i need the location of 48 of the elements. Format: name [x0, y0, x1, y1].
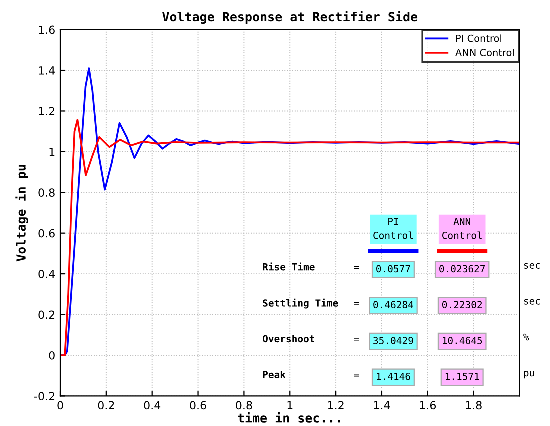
text: sec — [524, 299, 540, 305]
annotation: Peak — [263, 370, 286, 378]
annotation: 1.1571 — [446, 373, 480, 380]
text: sec — [524, 263, 540, 269]
y-tick-label: -0.2 — [34, 392, 55, 401]
x-tick-label: 1.2 — [328, 401, 344, 410]
x-tick-label: 0.4 — [144, 401, 161, 410]
x-tick-label: 0.8 — [236, 401, 252, 410]
line-series — [60, 119, 520, 356]
chart-title: Voltage Response at Rectifier Side — [162, 11, 418, 24]
x-tick-label: 1 — [288, 401, 293, 410]
annotation: 1.4146 — [377, 372, 410, 380]
annotation: 0.023627 — [440, 265, 486, 273]
legend-label: PI Control — [456, 34, 502, 42]
annotation: 0.0577 — [376, 265, 410, 273]
x-tick-label: 1.6 — [420, 401, 436, 410]
x-tick-label: 0.2 — [98, 401, 114, 410]
text: % — [524, 334, 530, 341]
y-tick-label: 0.8 — [38, 188, 55, 198]
annotation: 35.0429 — [374, 337, 414, 344]
x-tick-label: 0.6 — [190, 401, 206, 410]
y-tick-label: 1.6 — [39, 26, 55, 34]
annotation: 0.46284 — [374, 301, 414, 309]
annotation: PI Control — [374, 218, 413, 240]
legend-label: ANN Control — [456, 48, 514, 56]
y-tick-label: 1.4 — [39, 66, 56, 75]
y-tick-label: 1 — [50, 148, 55, 156]
annotation: = — [354, 338, 360, 341]
text: pu — [524, 371, 534, 379]
annotation: Settling Time — [263, 298, 338, 309]
x-tick-label: 0 — [58, 401, 64, 410]
x-axis-title: time in sec... — [238, 412, 340, 423]
annotation: = — [354, 266, 360, 269]
annotation: = — [354, 302, 360, 305]
annotation: = — [354, 374, 360, 377]
annotation: 0.22302 — [442, 301, 482, 309]
y-tick-label: 0.2 — [38, 310, 55, 320]
y-tick-label: 1.2 — [39, 107, 55, 116]
annotation: Overshoot — [263, 335, 314, 343]
y-tick-label: 0 — [49, 351, 55, 360]
y-axis-title: Voltage in pu — [16, 165, 28, 262]
annotation: 10.4645 — [443, 337, 482, 344]
y-tick-label: 0.4 — [38, 270, 56, 278]
x-tick-label: 1.4 — [374, 401, 390, 410]
x-tick-label: 1.8 — [466, 401, 482, 410]
annotation: ANN Control — [442, 218, 482, 240]
annotation: Rise Time — [263, 262, 315, 271]
y-tick-label: 0.6 — [38, 229, 55, 238]
